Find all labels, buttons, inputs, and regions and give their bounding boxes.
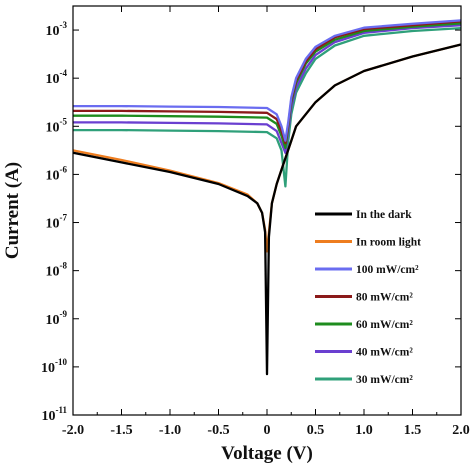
- x-tick-label: -2.0: [62, 423, 84, 438]
- series-in-the-dark: [72, 43, 462, 376]
- legend-label: In the dark: [356, 209, 412, 221]
- x-tick-label: 2.0: [452, 423, 470, 438]
- x-tick-label: 0: [264, 423, 271, 438]
- legend-label: 60 mW/cm²: [356, 319, 413, 331]
- y-tick-label: 10-6: [46, 164, 68, 183]
- legend-label: In room light: [356, 237, 421, 249]
- y-tick-label: 10-7: [46, 213, 68, 232]
- y-tick-label: 10-11: [41, 405, 67, 424]
- x-tick-label: -1.0: [159, 423, 181, 438]
- legend-label: 40 mW/cm²: [356, 347, 413, 359]
- legend: In the dark In room light 100 mW/cm² 80 mW/…: [315, 209, 421, 386]
- y-tick-label: 10-8: [46, 261, 68, 280]
- series-30-mw-cm: [73, 26, 462, 188]
- y-tick-label: 10-10: [41, 357, 67, 376]
- series-100-mw-cm: [73, 19, 462, 142]
- x-tick-label: -0.5: [207, 423, 229, 438]
- x-tick-label: 0.5: [307, 423, 325, 438]
- series-layer: [72, 19, 462, 376]
- legend-label: 30 mW/cm²: [356, 374, 413, 386]
- y-tick-label: 10-9: [46, 309, 68, 328]
- series-40-mw-cm: [73, 24, 462, 154]
- x-tick-label: 1.0: [355, 423, 373, 438]
- x-axis-title: Voltage (V): [221, 443, 313, 464]
- y-tick-label: 10-4: [46, 68, 68, 87]
- y-tick-label: 10-3: [46, 20, 68, 39]
- y-tick-label: 10-5: [46, 116, 68, 135]
- y-axis-title: Current (A): [2, 162, 23, 259]
- legend-label: 80 mW/cm²: [356, 292, 413, 304]
- legend-label: 100 mW/cm²: [356, 264, 419, 276]
- x-tick-label: -1.5: [110, 423, 132, 438]
- x-tick-label: 1.5: [404, 423, 422, 438]
